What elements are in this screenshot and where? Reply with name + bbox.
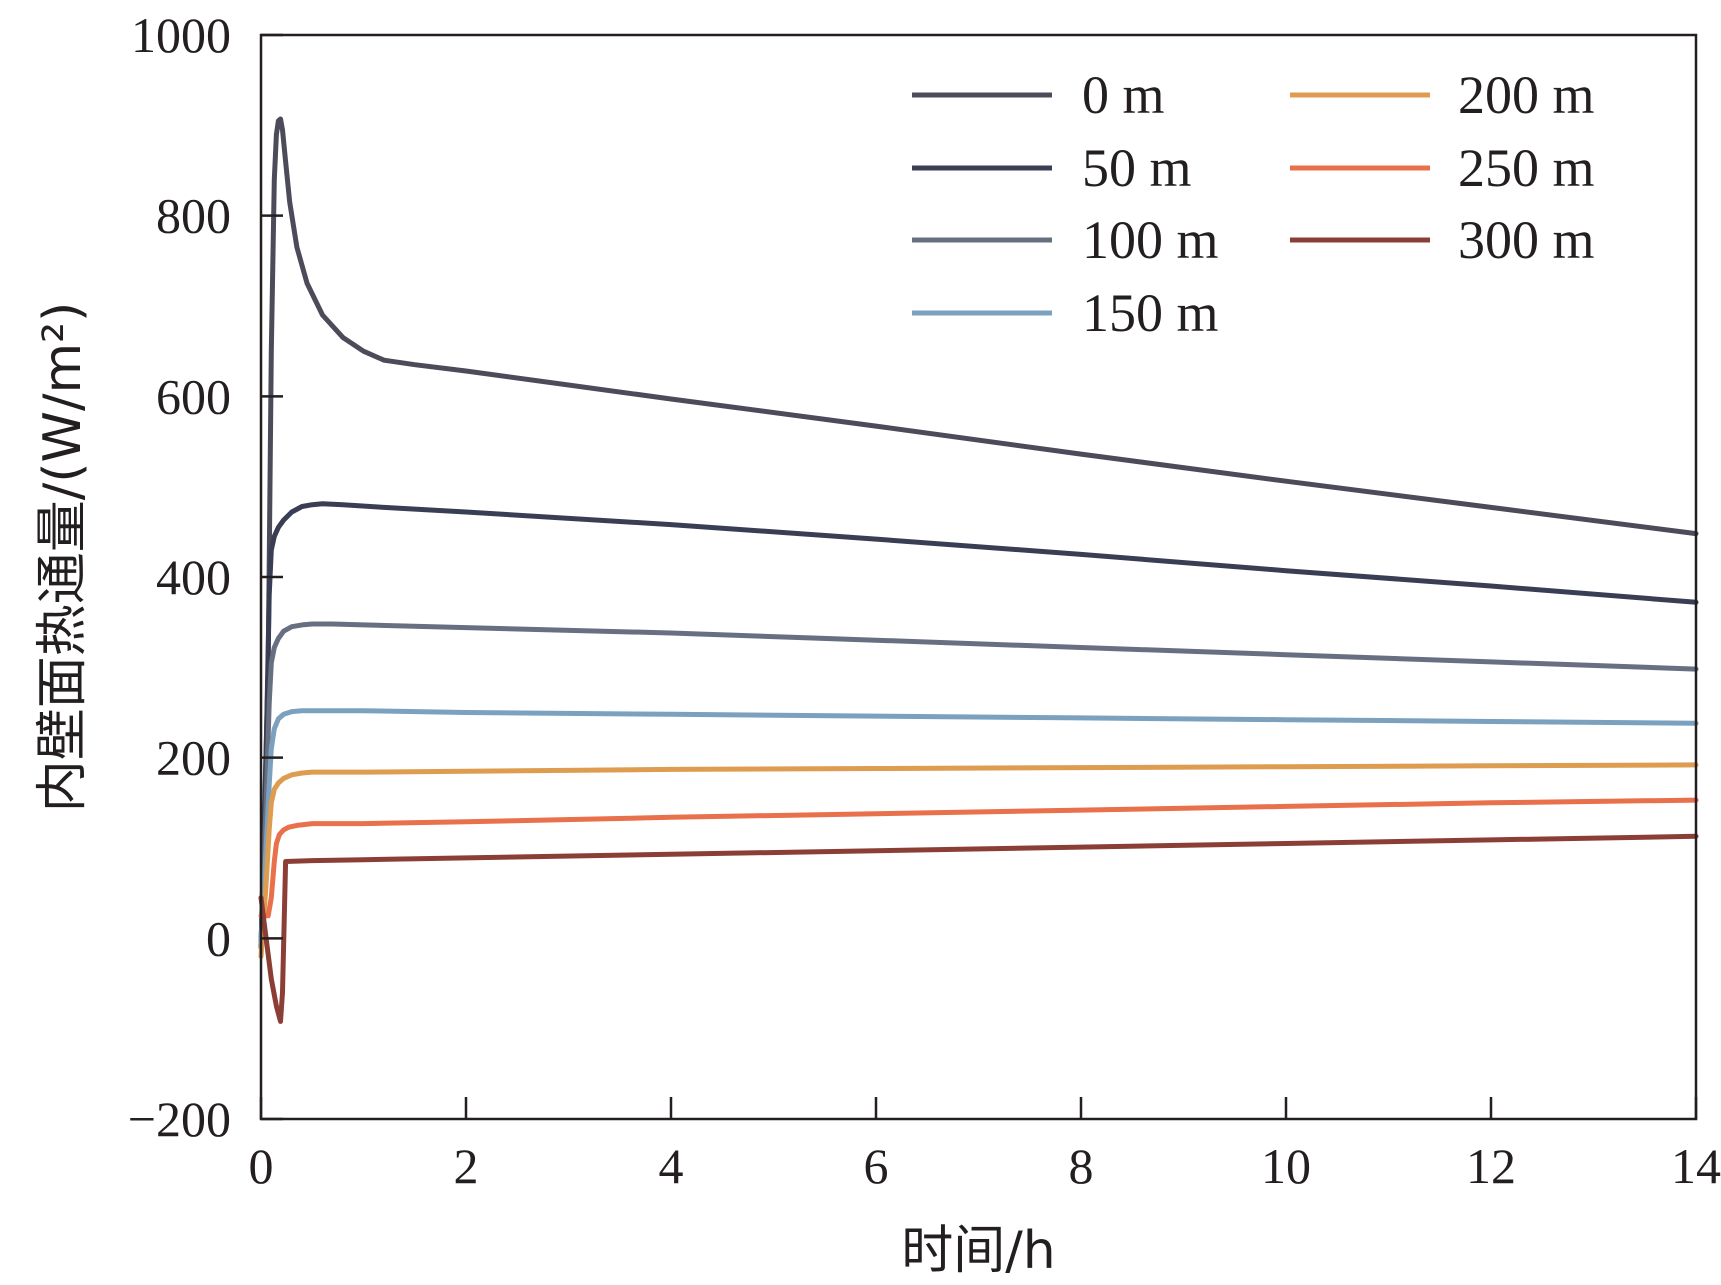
y-tick-label-0: −200 bbox=[128, 1091, 231, 1147]
legend-label-3: 150 m bbox=[1082, 283, 1219, 343]
series-line-0 bbox=[258, 116, 1699, 950]
x-axis-title: 时间/h bbox=[901, 1221, 1055, 1281]
x-tick-label-3: 6 bbox=[864, 1138, 889, 1194]
series-line-3 bbox=[258, 708, 1699, 946]
legend-label-4: 200 m bbox=[1458, 65, 1595, 125]
x-tick-label-2: 4 bbox=[659, 1138, 684, 1194]
y-tick-label-4: 600 bbox=[156, 368, 231, 424]
series-line-6 bbox=[258, 833, 1699, 1024]
x-tick-label-5: 10 bbox=[1261, 1138, 1311, 1194]
series-line-2 bbox=[258, 621, 1699, 950]
x-tick-label-7: 14 bbox=[1671, 1138, 1721, 1194]
x-tick-label-0: 0 bbox=[249, 1138, 274, 1194]
legend-label-5: 250 m bbox=[1458, 138, 1595, 198]
series-line-4 bbox=[258, 762, 1699, 959]
legend-label-0: 0 m bbox=[1082, 65, 1165, 125]
legend-label-2: 100 m bbox=[1082, 210, 1219, 270]
y-tick-label-6: 1000 bbox=[131, 7, 231, 63]
x-tick-label-6: 12 bbox=[1466, 1138, 1516, 1194]
legend-label-6: 300 m bbox=[1458, 210, 1595, 270]
series-line-1 bbox=[258, 501, 1699, 950]
legend-label-1: 50 m bbox=[1082, 138, 1192, 198]
legend: 0 m 50 m 100 m 150 m 200 m 250 m 300 m bbox=[912, 65, 1595, 343]
x-tick-label-1: 2 bbox=[454, 1138, 479, 1194]
y-tick-label-2: 200 bbox=[156, 730, 231, 786]
y-tick-label-5: 800 bbox=[156, 188, 231, 244]
x-tick-label-4: 8 bbox=[1069, 1138, 1094, 1194]
series-layer bbox=[258, 116, 1699, 1024]
y-tick-label-1: 0 bbox=[206, 910, 231, 966]
series-line-5 bbox=[258, 797, 1699, 919]
y-axis-title: 内壁面热通量/(W/m²) bbox=[33, 302, 93, 813]
y-tick-label-3: 400 bbox=[156, 549, 231, 605]
ticks-layer: 0 2 4 6 8 10 12 14 −200 0 200 400 600 800 1000 bbox=[128, 7, 1721, 1194]
